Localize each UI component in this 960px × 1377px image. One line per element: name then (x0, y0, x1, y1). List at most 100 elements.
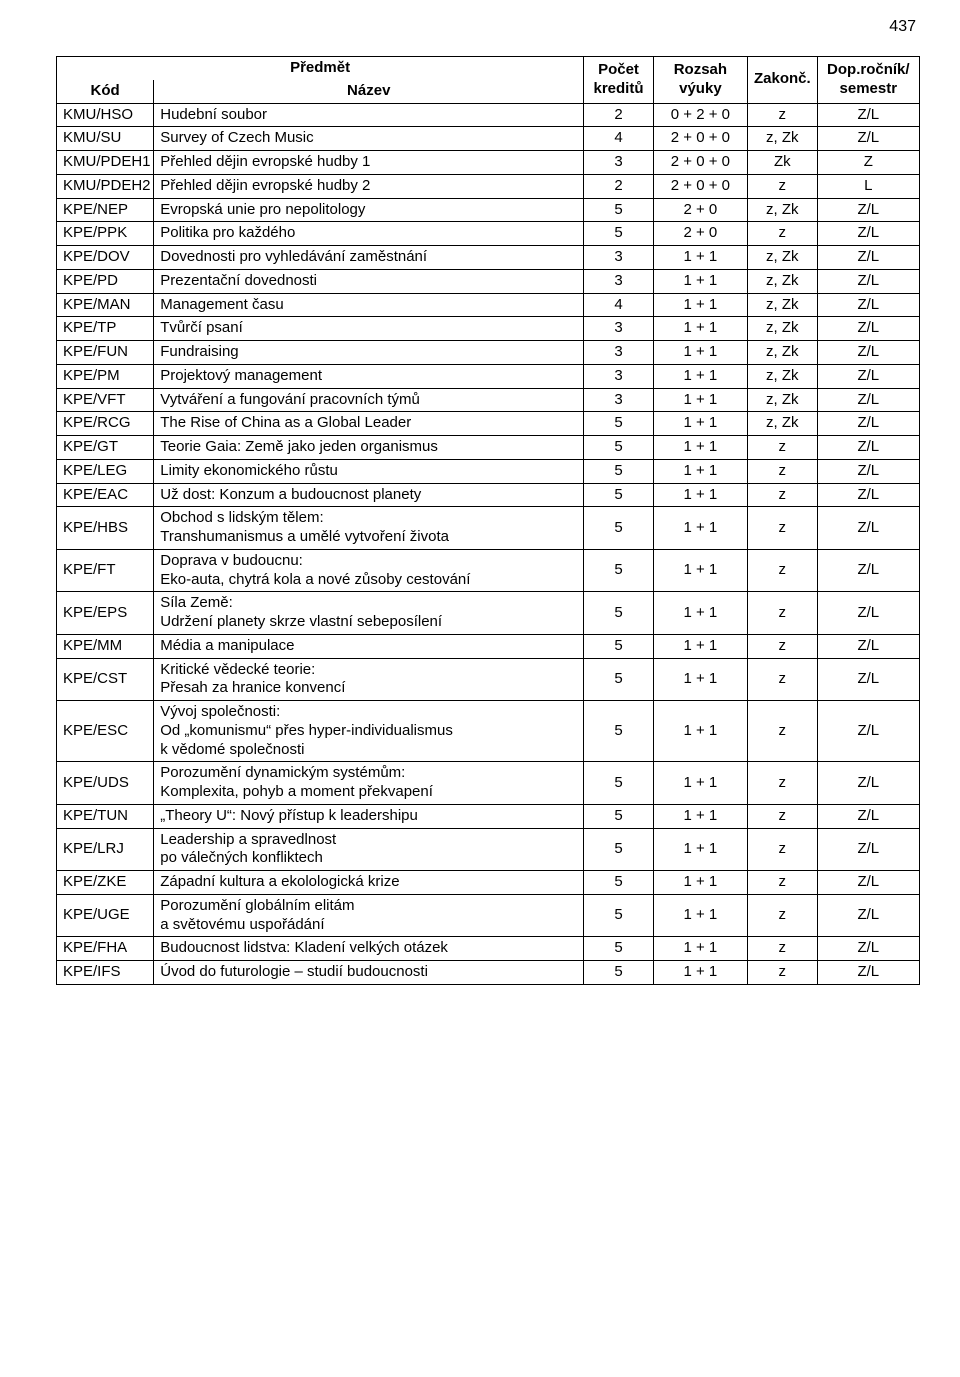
cell-name: Survey of Czech Music (154, 127, 584, 151)
table-row: KPE/MMMédia a manipulace51 + 1zZ/L (57, 634, 920, 658)
cell-semester: Z/L (817, 127, 919, 151)
cell-code: KPE/PPK (57, 222, 154, 246)
cell-scope: 1 + 1 (653, 894, 747, 937)
header-zakonc: Zakonč. (747, 57, 817, 104)
cell-code: KPE/EAC (57, 483, 154, 507)
cell-credits: 5 (584, 549, 654, 592)
table-row: KPE/LRJLeadership a spravedlnostpo váleč… (57, 828, 920, 871)
cell-scope: 1 + 1 (653, 592, 747, 635)
table-row: KPE/PPKPolitika pro každého52 + 0zZ/L (57, 222, 920, 246)
cell-credits: 5 (584, 871, 654, 895)
cell-semester: Z/L (817, 961, 919, 985)
cell-scope: 1 + 1 (653, 246, 747, 270)
cell-code: KPE/LRJ (57, 828, 154, 871)
header-pocet-kreditu: Počet kreditů (584, 57, 654, 104)
table-row: KPE/UDSPorozumění dynamickým systémům:Ko… (57, 762, 920, 805)
cell-finish: z (747, 871, 817, 895)
cell-scope: 1 + 1 (653, 804, 747, 828)
cell-credits: 5 (584, 762, 654, 805)
cell-code: KPE/DOV (57, 246, 154, 270)
cell-semester: Z/L (817, 198, 919, 222)
cell-semester: Z/L (817, 317, 919, 341)
cell-finish: Zk (747, 151, 817, 175)
cell-semester: Z/L (817, 246, 919, 270)
cell-semester: Z/L (817, 293, 919, 317)
header-kod: Kód (57, 80, 154, 103)
header-pocet-kreditu-line1: Počet (598, 61, 639, 78)
cell-finish: z, Zk (747, 246, 817, 270)
cell-scope: 1 + 1 (653, 459, 747, 483)
cell-finish: z, Zk (747, 269, 817, 293)
cell-credits: 4 (584, 127, 654, 151)
cell-semester: Z/L (817, 459, 919, 483)
table-row: KPE/GTTeorie Gaia: Země jako jeden organ… (57, 436, 920, 460)
cell-code: KPE/VFT (57, 388, 154, 412)
cell-name: Hudební soubor (154, 103, 584, 127)
cell-scope: 2 + 0 + 0 (653, 151, 747, 175)
cell-code: KPE/FUN (57, 341, 154, 365)
cell-code: KMU/PDEH2 (57, 174, 154, 198)
cell-finish: z, Zk (747, 341, 817, 365)
cell-finish: z, Zk (747, 364, 817, 388)
cell-code: KMU/PDEH1 (57, 151, 154, 175)
cell-semester: Z/L (817, 937, 919, 961)
cell-code: KPE/UDS (57, 762, 154, 805)
cell-name: Úvod do futurologie – studií budoucnosti (154, 961, 584, 985)
cell-credits: 5 (584, 894, 654, 937)
cell-scope: 1 + 1 (653, 937, 747, 961)
cell-semester: Z/L (817, 871, 919, 895)
table-row: KPE/HBSObchod s lidským tělem:Transhuman… (57, 507, 920, 550)
cell-semester: Z (817, 151, 919, 175)
cell-name: Management času (154, 293, 584, 317)
table-row: KPE/PMProjektový management31 + 1z, ZkZ/… (57, 364, 920, 388)
table-body: KMU/HSOHudební soubor20 + 2 + 0zZ/LKMU/S… (57, 103, 920, 984)
cell-credits: 3 (584, 388, 654, 412)
cell-name: Síla Země:Udržení planety skrze vlastní … (154, 592, 584, 635)
cell-scope: 1 + 1 (653, 507, 747, 550)
cell-credits: 5 (584, 804, 654, 828)
cell-code: KPE/CST (57, 658, 154, 701)
cell-semester: Z/L (817, 507, 919, 550)
cell-credits: 2 (584, 103, 654, 127)
cell-credits: 3 (584, 151, 654, 175)
header-doprocnik-line1: Dop.ročník/ (827, 61, 910, 78)
cell-name: Tvůrčí psaní (154, 317, 584, 341)
header-rozsah-line2: výuky (679, 80, 722, 97)
cell-finish: z (747, 658, 817, 701)
cell-finish: z (747, 701, 817, 762)
table-row: KPE/EACUž dost: Konzum a budoucnost plan… (57, 483, 920, 507)
table-row: KPE/LEGLimity ekonomického růstu51 + 1zZ… (57, 459, 920, 483)
table-row: KMU/SUSurvey of Czech Music42 + 0 + 0z, … (57, 127, 920, 151)
cell-semester: Z/L (817, 592, 919, 635)
cell-scope: 1 + 1 (653, 762, 747, 805)
table-row: KPE/CSTKritické vědecké teorie:Přesah za… (57, 658, 920, 701)
cell-semester: Z/L (817, 436, 919, 460)
cell-scope: 2 + 0 + 0 (653, 127, 747, 151)
table-row: KPE/FTDoprava v budoucnu:Eko-auta, chytr… (57, 549, 920, 592)
cell-credits: 2 (584, 174, 654, 198)
cell-code: KPE/ESC (57, 701, 154, 762)
cell-scope: 1 + 1 (653, 871, 747, 895)
cell-credits: 5 (584, 483, 654, 507)
cell-name: Porozumění globálním elitáma světovému u… (154, 894, 584, 937)
header-doprocnik-line2: semestr (840, 80, 898, 97)
cell-semester: Z/L (817, 269, 919, 293)
cell-scope: 2 + 0 (653, 198, 747, 222)
cell-name: Kritické vědecké teorie:Přesah za hranic… (154, 658, 584, 701)
cell-code: KPE/TUN (57, 804, 154, 828)
cell-credits: 5 (584, 592, 654, 635)
cell-code: KPE/FHA (57, 937, 154, 961)
cell-name: Teorie Gaia: Země jako jeden organismus (154, 436, 584, 460)
table-row: KPE/ESCVývoj společnosti:Od „komunismu“ … (57, 701, 920, 762)
cell-scope: 0 + 2 + 0 (653, 103, 747, 127)
cell-name: The Rise of China as a Global Leader (154, 412, 584, 436)
cell-name: Obchod s lidským tělem:Transhumanismus a… (154, 507, 584, 550)
cell-code: KPE/FT (57, 549, 154, 592)
cell-credits: 5 (584, 198, 654, 222)
cell-semester: Z/L (817, 804, 919, 828)
cell-finish: z (747, 459, 817, 483)
table-row: KPE/ZKEZápadní kultura a ekolologická kr… (57, 871, 920, 895)
cell-name: Evropská unie pro nepolitology (154, 198, 584, 222)
cell-finish: z, Zk (747, 198, 817, 222)
cell-code: KPE/IFS (57, 961, 154, 985)
